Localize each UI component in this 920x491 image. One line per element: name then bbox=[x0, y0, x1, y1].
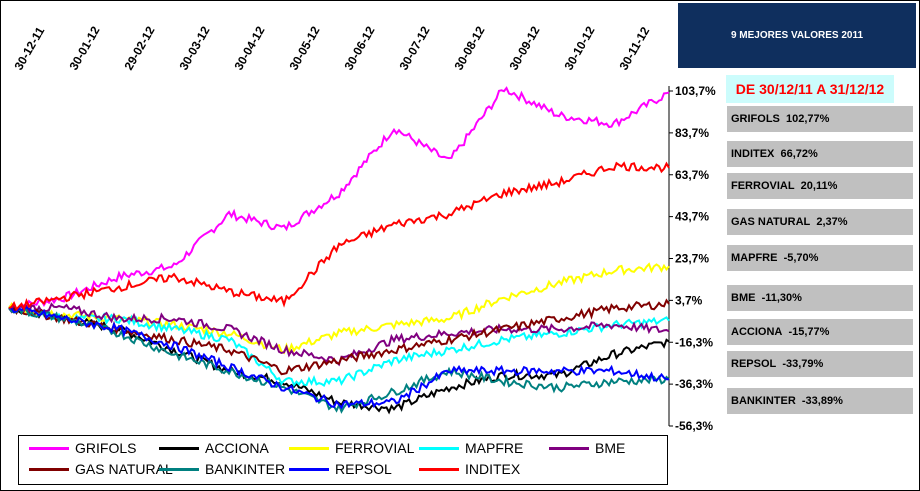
y-tick-label: 43,7% bbox=[675, 210, 709, 224]
result-ferrovial: FERROVIAL 20,11% bbox=[727, 173, 913, 199]
result-value: -15,77% bbox=[782, 326, 830, 338]
legend-item: INDITEX bbox=[419, 461, 520, 477]
legend-item: MAPFRE bbox=[419, 440, 523, 456]
x-tick-label: 30-03-12 bbox=[176, 24, 212, 73]
result-value: 20,11% bbox=[794, 180, 838, 192]
legend-swatch bbox=[289, 467, 329, 471]
legend-swatch bbox=[29, 446, 69, 450]
legend-swatch bbox=[419, 446, 459, 450]
y-tick-label: 23,7% bbox=[675, 252, 709, 266]
legend-label: BME bbox=[595, 440, 626, 456]
legend-label: ACCIONA bbox=[205, 440, 269, 456]
y-tick-label: -56,3% bbox=[675, 419, 713, 433]
legend-item: GRIFOLS bbox=[29, 440, 136, 456]
result-name: BME bbox=[731, 292, 756, 304]
series-line-bme bbox=[8, 302, 670, 367]
result-name: REPSOL bbox=[731, 358, 777, 370]
result-mapfre: MAPFRE -5,70% bbox=[727, 245, 913, 271]
legend-swatch bbox=[549, 446, 589, 450]
x-tick-label: 30-04-12 bbox=[231, 24, 267, 73]
result-name: ACCIONA bbox=[731, 326, 783, 338]
series-line-mapfre bbox=[8, 305, 670, 388]
legend-label: GAS NATURAL bbox=[75, 461, 173, 477]
x-tick-label: 30-09-12 bbox=[506, 24, 542, 73]
legend-item: FERROVIAL bbox=[289, 440, 414, 456]
result-value: 102,77% bbox=[779, 113, 830, 125]
result-value: -11,30% bbox=[755, 292, 802, 304]
x-tick-label: 30-06-12 bbox=[341, 24, 377, 73]
legend: GRIFOLS ACCIONA FERROVIAL MAPFRE BME GAS NATU… bbox=[18, 435, 668, 485]
y-tick-label: 103,7% bbox=[675, 84, 716, 98]
result-bme: BME -11,30% bbox=[727, 285, 913, 311]
legend-label: INDITEX bbox=[465, 461, 521, 477]
x-tick-label: 30-01-12 bbox=[66, 24, 102, 73]
series-line-inditex bbox=[8, 161, 670, 312]
result-value: -33,89% bbox=[795, 395, 843, 407]
series-line-repsol bbox=[8, 306, 670, 410]
legend-item: GAS NATURAL bbox=[29, 461, 173, 477]
y-tick-label: 3,7% bbox=[675, 293, 703, 307]
y-tick-label: 63,7% bbox=[675, 168, 709, 182]
legend-label: GRIFOLS bbox=[75, 440, 137, 456]
result-name: INDITEX bbox=[731, 148, 775, 160]
legend-label: BANKINTER bbox=[205, 461, 286, 477]
result-gas-natural: GAS NATURAL 2,37% bbox=[727, 209, 913, 235]
legend-item: REPSOL bbox=[289, 461, 392, 477]
date-range: DE 30/12/11 A 31/12/12 bbox=[726, 75, 894, 103]
x-tick-label: 30-12-11 bbox=[11, 24, 47, 72]
result-name: FERROVIAL bbox=[731, 180, 795, 192]
result-value: -5,70% bbox=[777, 252, 819, 264]
legend-swatch bbox=[419, 467, 459, 471]
y-tick-label: 83,7% bbox=[675, 126, 709, 140]
x-tick-label: 30-05-12 bbox=[286, 24, 322, 73]
result-inditex: INDITEX 66,72% bbox=[727, 141, 913, 167]
legend-item: ACCIONA bbox=[159, 440, 269, 456]
result-value: 2,37% bbox=[810, 216, 848, 228]
series-line-ferrovial bbox=[8, 262, 670, 355]
chart-title: 9 MEJORES VALORES 2011 bbox=[678, 3, 916, 68]
legend-swatch bbox=[159, 446, 199, 450]
result-name: BANKINTER bbox=[731, 395, 796, 407]
series-line-bankinter bbox=[8, 305, 670, 414]
legend-swatch bbox=[29, 467, 69, 471]
legend-label: REPSOL bbox=[335, 461, 392, 477]
legend-item: BANKINTER bbox=[159, 461, 285, 477]
y-tick-label: -16,3% bbox=[675, 335, 713, 349]
legend-item: BME bbox=[549, 440, 625, 456]
x-tick-label: 30-11-12 bbox=[616, 24, 652, 72]
result-bankinter: BANKINTER -33,89% bbox=[727, 388, 913, 414]
legend-swatch bbox=[159, 467, 199, 471]
x-tick-label: 30-08-12 bbox=[451, 24, 487, 73]
result-grifols: GRIFOLS 102,77% bbox=[727, 106, 913, 132]
result-name: MAPFRE bbox=[731, 252, 778, 264]
series-line-gas-natural bbox=[8, 298, 670, 376]
result-value: -33,79% bbox=[776, 358, 824, 370]
result-name: GAS NATURAL bbox=[731, 216, 811, 228]
result-value: 66,72% bbox=[774, 148, 818, 160]
x-tick-label: 30-10-12 bbox=[561, 24, 597, 73]
result-name: GRIFOLS bbox=[731, 113, 780, 125]
result-repsol: REPSOL -33,79% bbox=[727, 351, 913, 377]
x-tick-label: 29-02-12 bbox=[121, 24, 157, 73]
result-acciona: ACCIONA -15,77% bbox=[727, 319, 913, 345]
series-line-grifols bbox=[8, 86, 670, 312]
x-tick-label: 30-07-12 bbox=[396, 24, 432, 73]
legend-swatch bbox=[289, 446, 329, 450]
y-tick-label: -36,3% bbox=[675, 377, 713, 391]
legend-label: FERROVIAL bbox=[335, 440, 415, 456]
legend-label: MAPFRE bbox=[465, 440, 524, 456]
